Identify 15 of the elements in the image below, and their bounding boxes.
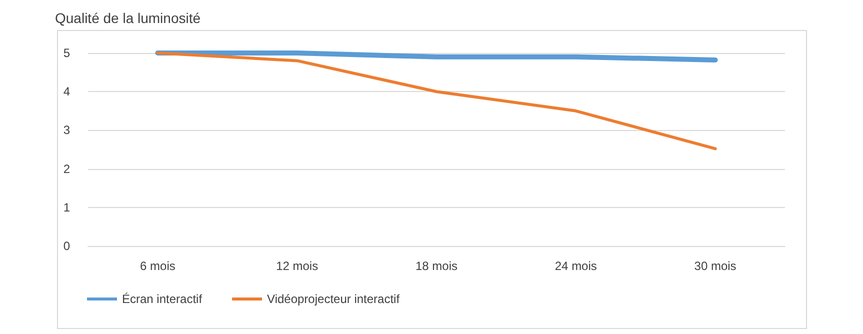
y-tick-label: 5 <box>63 46 70 60</box>
x-tick-label: 30 mois <box>694 259 736 273</box>
x-tick-label: 18 mois <box>415 259 458 273</box>
y-tick-label: 1 <box>63 200 70 214</box>
y-tick-label: 4 <box>63 84 70 99</box>
x-tick-label: 6 mois <box>140 259 176 273</box>
y-tick-label: 3 <box>63 123 70 138</box>
y-tick-label: 0 <box>63 239 70 253</box>
x-tick-label: 24 mois <box>554 259 597 273</box>
y-tick-label: 2 <box>63 162 70 176</box>
legend-label: Vidéoprojecteur interactif <box>267 292 400 306</box>
legend-label: Écran interactif <box>122 292 203 306</box>
x-tick-label: 12 mois <box>276 259 318 273</box>
line-series <box>156 52 717 150</box>
chart-title: Qualité de la luminosité <box>55 10 201 26</box>
